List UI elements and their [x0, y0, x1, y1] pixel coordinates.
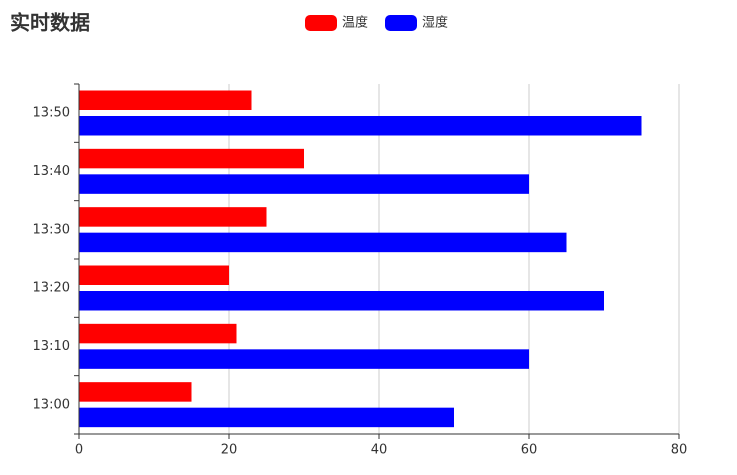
x-tick-label: 60 [521, 443, 538, 458]
x-tick-label: 80 [671, 443, 688, 458]
y-tick-label: 13:00 [33, 397, 70, 412]
legend-label: 湿度 [422, 15, 448, 31]
bar [79, 323, 237, 344]
chart-title: 实时数据 [10, 11, 90, 35]
y-tick-label: 13:30 [33, 222, 70, 237]
bar [79, 349, 529, 369]
bar [79, 407, 454, 428]
x-tick-label: 20 [221, 443, 238, 458]
bar [79, 207, 267, 227]
legend-swatch [305, 15, 337, 31]
y-tick-label: 13:40 [33, 164, 70, 179]
bar [79, 291, 604, 311]
x-tick-label: 0 [75, 443, 83, 458]
legend-label: 温度 [342, 15, 368, 31]
bar [79, 174, 529, 194]
bar [79, 116, 642, 136]
bar [79, 148, 304, 169]
y-tick-label: 13:10 [33, 339, 70, 354]
y-tick-label: 13:50 [33, 106, 70, 121]
x-tick-label: 40 [371, 443, 388, 458]
bar [79, 265, 229, 285]
bar [79, 382, 192, 402]
bar [79, 90, 252, 110]
legend-swatch [385, 15, 417, 31]
y-tick-label: 13:20 [33, 281, 70, 296]
bar [79, 232, 567, 253]
